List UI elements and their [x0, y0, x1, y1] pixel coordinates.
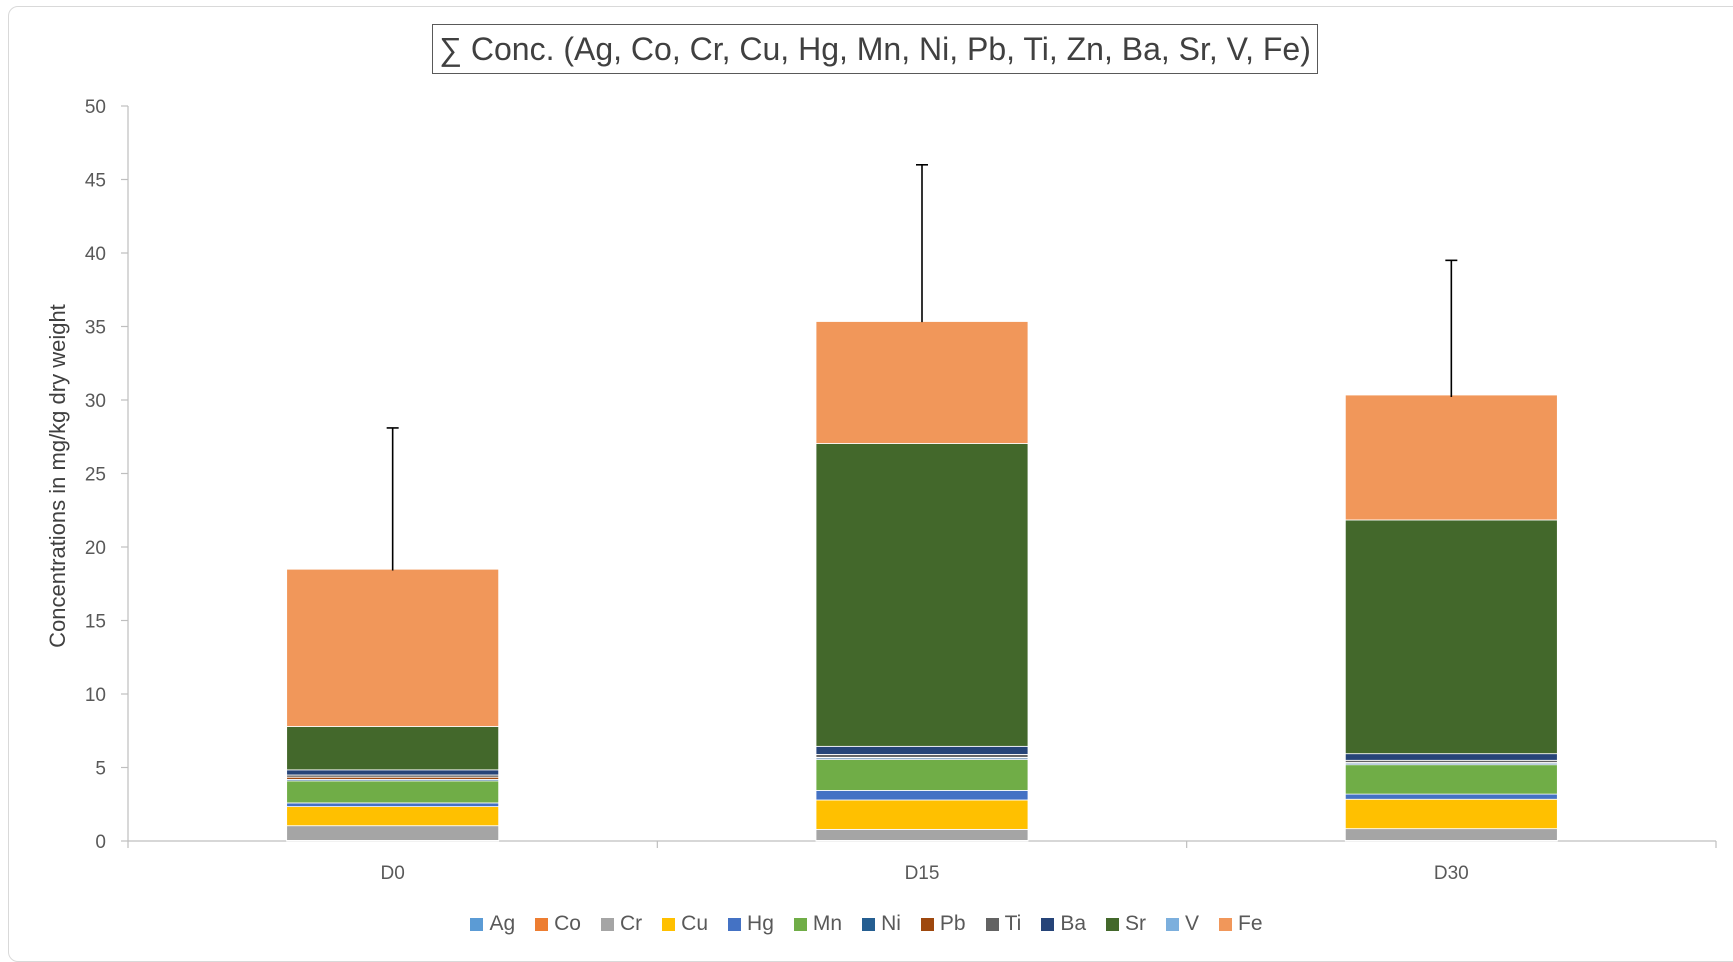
y-tick-label: 0 — [95, 832, 106, 853]
bar-segment-fe-d15 — [816, 322, 1028, 444]
legend-item-ag: Ag — [470, 912, 515, 936]
legend-item-hg: Hg — [728, 912, 774, 936]
legend-label: Mn — [813, 912, 842, 936]
bar-segment-cu-d30 — [1345, 799, 1557, 828]
legend-label: Ba — [1060, 912, 1086, 936]
bar-segment-ti-d15 — [816, 754, 1028, 757]
legend-swatch — [728, 918, 741, 931]
bar-segment-hg-d30 — [1345, 794, 1557, 799]
legend-label: Fe — [1238, 912, 1263, 936]
legend-label: Ti — [1005, 912, 1022, 936]
bar-segment-hg-d15 — [816, 790, 1028, 800]
legend-swatch — [535, 918, 548, 931]
bar-segment-cr-d0 — [287, 826, 499, 841]
legend-swatch — [921, 918, 934, 931]
legend-item-ti: Ti — [986, 912, 1022, 936]
bar-segment-cu-d0 — [287, 807, 499, 826]
legend-item-fe: Fe — [1219, 912, 1263, 936]
bar-segment-cu-d15 — [816, 800, 1028, 829]
y-tick-label: 35 — [85, 318, 106, 339]
legend-swatch — [470, 918, 483, 931]
y-tick-label: 50 — [85, 97, 106, 118]
x-category-label: D30 — [1434, 863, 1469, 884]
y-tick-label: 25 — [85, 465, 106, 486]
y-tick-label: 5 — [95, 759, 106, 780]
y-tick-label: 45 — [85, 171, 106, 192]
legend-label: Sr — [1125, 912, 1146, 936]
bar-segment-hg-d0 — [287, 803, 499, 807]
legend-label: Pb — [940, 912, 966, 936]
legend-swatch — [862, 918, 875, 931]
bar-segment-ba-d0 — [287, 770, 499, 775]
y-tick-label: 40 — [85, 244, 106, 265]
bar-segment-mn-d30 — [1345, 765, 1557, 794]
bar-segment-cr-d30 — [1345, 829, 1557, 841]
bar-segment-mn-d15 — [816, 760, 1028, 791]
legend-label: Ag — [489, 912, 515, 936]
y-tick-label: 30 — [85, 391, 106, 412]
y-tick-label: 10 — [85, 685, 106, 706]
x-category-label: D0 — [381, 863, 405, 884]
x-category-label: D15 — [905, 863, 940, 884]
bar-segment-fe-d30 — [1345, 395, 1557, 520]
legend-label: Cu — [681, 912, 708, 936]
legend-swatch — [986, 918, 999, 931]
legend-item-ba: Ba — [1041, 912, 1086, 936]
legend-item-cr: Cr — [601, 912, 642, 936]
legend-item-co: Co — [535, 912, 581, 936]
y-tick-label: 20 — [85, 538, 106, 559]
legend-item-mn: Mn — [794, 912, 842, 936]
bar-segment-ba-d30 — [1345, 754, 1557, 761]
legend-item-sr: Sr — [1106, 912, 1146, 936]
bar-segment-ba-d15 — [816, 746, 1028, 754]
y-tick-label: 15 — [85, 612, 106, 633]
bar-segment-sr-d15 — [816, 444, 1028, 747]
legend-swatch — [662, 918, 675, 931]
legend-label: V — [1185, 912, 1199, 936]
legend-swatch — [1106, 918, 1119, 931]
legend-item-ni: Ni — [862, 912, 901, 936]
legend-label: Cr — [620, 912, 642, 936]
legend-item-v: V — [1166, 912, 1199, 936]
bar-segment-sr-d0 — [287, 726, 499, 769]
legend-item-cu: Cu — [662, 912, 708, 936]
legend-swatch — [794, 918, 807, 931]
legend-swatch — [1166, 918, 1179, 931]
legend-swatch — [1219, 918, 1232, 931]
legend-label: Hg — [747, 912, 774, 936]
legend-item-pb: Pb — [921, 912, 966, 936]
legend-label: Co — [554, 912, 581, 936]
legend-label: Ni — [881, 912, 901, 936]
legend-swatch — [1041, 918, 1054, 931]
bar-segment-fe-d0 — [287, 569, 499, 726]
legend-swatch — [601, 918, 614, 931]
bar-segment-mn-d0 — [287, 781, 499, 803]
chart-legend: Ag Co Cr Cu Hg Mn Ni Pb Ti Ba Sr V Fe — [0, 912, 1733, 936]
bar-segment-cr-d15 — [816, 829, 1028, 840]
bar-segment-sr-d30 — [1345, 520, 1557, 754]
